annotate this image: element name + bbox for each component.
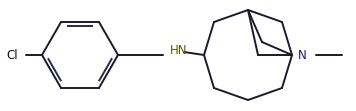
Text: N: N	[298, 49, 307, 61]
Text: Cl: Cl	[6, 49, 18, 61]
Text: HN: HN	[170, 44, 188, 56]
